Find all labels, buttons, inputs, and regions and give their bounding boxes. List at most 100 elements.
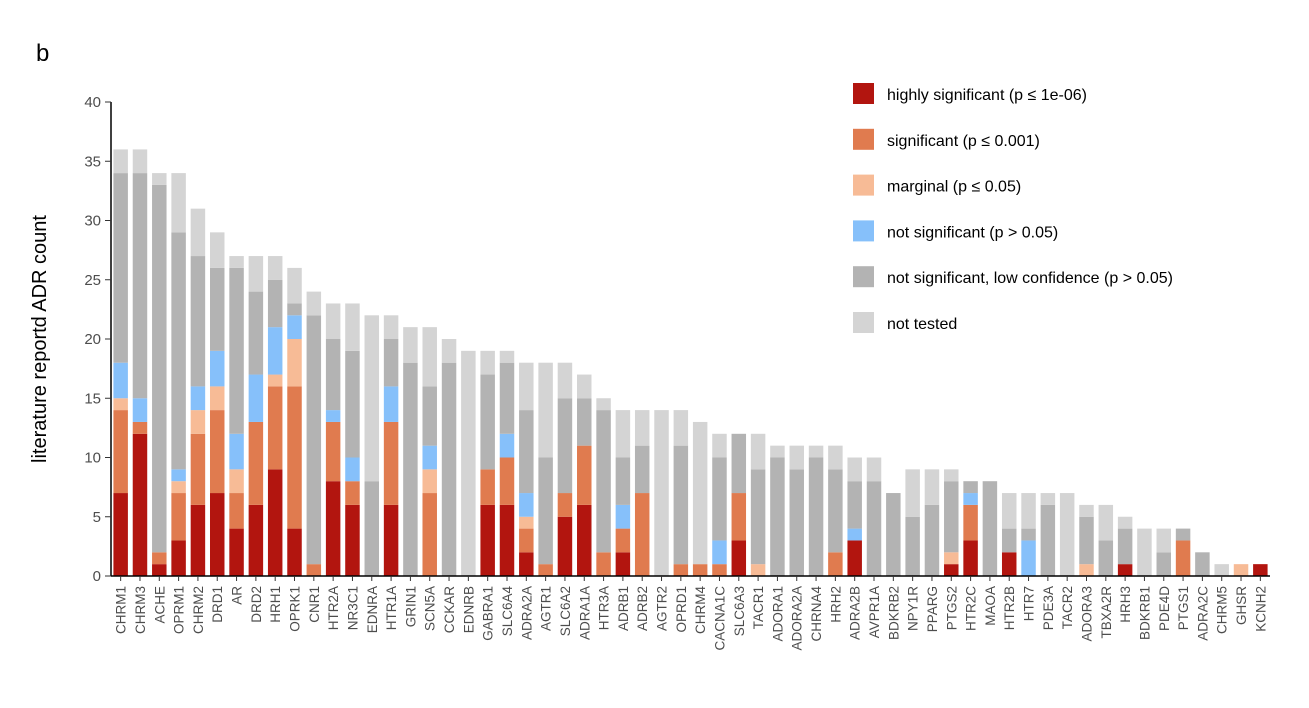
- bar-segment-OPRM1-5: [171, 173, 186, 233]
- bar-segment-AR-1: [229, 493, 244, 529]
- legend-label: marginal (p ≤ 0.05): [887, 179, 1021, 196]
- bar-segment-HTR2A-3: [325, 410, 341, 422]
- bar-segment-HRH1-3: [267, 327, 283, 375]
- x-tick-label: HTR2A: [326, 586, 341, 630]
- legend-label: significant (p ≤ 0.001): [887, 133, 1040, 150]
- bar-segment-HTR2A-4: [325, 339, 341, 411]
- x-tick-label: ADORA1: [770, 586, 785, 642]
- x-tick-label: HTR2B: [1002, 586, 1017, 630]
- bar-segment-SCN5A-5: [422, 327, 437, 387]
- x-tick-label: GRIN1: [403, 586, 418, 627]
- x-tick-label: CCKAR: [442, 586, 457, 634]
- x-tick-label: TACR1: [751, 586, 766, 629]
- bar-segment-OPRK1-5: [287, 267, 302, 304]
- bar-segment-ADORA3-4: [1079, 516, 1094, 565]
- bar-segment-SCN5A-2: [422, 469, 437, 494]
- bar-segment-DRD1-5: [209, 232, 225, 268]
- x-tick-label: OPRM1: [172, 586, 187, 634]
- bar-segment-SLC6A3-4: [731, 433, 747, 494]
- x-tick-label: AGTR2: [655, 586, 670, 631]
- bar-segment-ADRA1A-5: [577, 374, 592, 399]
- x-tick-label: GHSR: [1234, 586, 1249, 625]
- x-tick-label: SCN5A: [423, 586, 438, 631]
- x-tick-label: AGTR1: [539, 586, 554, 631]
- bar-segment-HRH1-5: [267, 256, 283, 280]
- legend: highly significant (p ≤ 1e-06) significan…: [853, 83, 1173, 333]
- bar-segment-SLC6A2-0: [557, 516, 573, 576]
- bar-segment-BDKRB2-4: [886, 493, 901, 576]
- x-tick-label: CACNA1C: [712, 586, 727, 651]
- bar-segment-ADORA3-5: [1079, 504, 1094, 517]
- bar-segment-ADRA1A-1: [577, 445, 592, 505]
- bar-segment-SLC6A3-0: [731, 540, 747, 576]
- bar-segment-HRH3-4: [1117, 528, 1133, 565]
- bar-segment-GRIN1-4: [403, 362, 418, 576]
- x-tick-label: EDNRB: [461, 586, 476, 633]
- bar-segment-ADORA2A-5: [789, 445, 804, 470]
- bar-segment-OPRM1-0: [171, 540, 186, 576]
- bar-segment-AGTR1-5: [538, 362, 553, 458]
- bar-segment-HTR2C-3: [963, 493, 978, 505]
- bar-segment-OPRD1-1: [673, 564, 689, 576]
- bar-segment-PTGS1-1: [1175, 540, 1191, 576]
- y-axis: 0 5 10 15 20 25 30 35 40: [84, 94, 112, 585]
- bar-segment-ADRB2-5: [634, 410, 650, 446]
- bar-segment-HTR3A-4: [596, 410, 611, 553]
- x-tick-label: HRH3: [1118, 586, 1133, 623]
- bar-segment-EDNRA-4: [364, 481, 380, 576]
- bar-segment-ADRB1-1: [615, 528, 631, 553]
- x-tick-label: CHRM1: [114, 586, 129, 634]
- bar-segment-HTR1A-0: [383, 504, 399, 576]
- bar-segment-DRD1-4: [209, 267, 225, 351]
- bar-segment-OPRM1-3: [171, 469, 186, 482]
- bar-segment-CHRM1-2: [113, 398, 128, 411]
- bar-segment-OPRK1-0: [287, 528, 302, 576]
- x-tick-label: ADRB2: [635, 586, 650, 631]
- legend-label: not significant (p > 0.05): [887, 224, 1058, 241]
- y-tick-label: 40: [84, 94, 101, 111]
- bar-segment-PTGS1-4: [1175, 528, 1191, 541]
- bar-segment-GHSR-2: [1233, 564, 1249, 576]
- bar-segment-OPRK1-3: [287, 315, 302, 339]
- bar-segment-ACHE-0: [152, 564, 167, 576]
- bar-segment-DRD1-2: [209, 386, 225, 411]
- bar-segment-AGTR2-5: [654, 410, 669, 576]
- bar-segment-CHRM2-2: [190, 410, 206, 434]
- bar-segment-HTR2C-0: [963, 540, 978, 576]
- bar-segment-TACR2-5: [1059, 493, 1075, 576]
- bar-segment-NR3C1-3: [345, 457, 360, 482]
- x-tick-label: ADRA1A: [577, 586, 592, 640]
- x-tick-label: KCNH2: [1253, 586, 1268, 632]
- x-tick-label: PTGS2: [944, 586, 959, 630]
- bar-segment-PDE3A-5: [1040, 493, 1056, 505]
- x-tick-label: MAOA: [983, 586, 998, 626]
- bar-segment-GABRA1-4: [480, 374, 495, 470]
- x-tick-label: BDKRB2: [886, 586, 901, 640]
- bar-segment-ADORA2A-4: [789, 469, 804, 576]
- bar-segment-CHRM3-0: [132, 433, 148, 576]
- bar-segment-HTR7-3: [1021, 540, 1036, 576]
- x-tick-label: CHRM4: [693, 586, 708, 634]
- x-tick-label: TACR2: [1060, 586, 1075, 629]
- bar-segment-HTR2B-5: [1001, 493, 1017, 529]
- y-tick-label: 0: [93, 568, 101, 585]
- bar-segment-ADRB1-3: [615, 504, 631, 529]
- bar-segment-HRH1-2: [267, 374, 283, 387]
- bar-segment-SLC6A4-4: [499, 362, 515, 434]
- bar-segment-DRD1-3: [209, 350, 225, 387]
- bar-segment-CCKAR-4: [441, 362, 457, 576]
- legend-label: highly significant (p ≤ 1e-06): [887, 87, 1087, 104]
- bar-segment-SCN5A-1: [422, 493, 437, 576]
- y-tick-label: 5: [93, 509, 101, 526]
- bar-segment-TACR1-2: [750, 564, 766, 576]
- x-tick-label: EDNRA: [365, 586, 380, 633]
- bar-segment-SCN5A-4: [422, 386, 437, 446]
- bar-segment-CACNA1C-1: [712, 564, 727, 576]
- bar-segment-EDNRA-5: [364, 315, 380, 482]
- bar-segment-CHRM1-4: [113, 173, 128, 363]
- bar-segment-SLC6A4-3: [499, 433, 515, 458]
- x-tick-label: CNR1: [307, 586, 322, 623]
- bar-segment-ADRB1-5: [615, 410, 631, 458]
- bar-segment-ADRB1-4: [615, 457, 631, 505]
- x-tick-label: HTR7: [1022, 586, 1037, 621]
